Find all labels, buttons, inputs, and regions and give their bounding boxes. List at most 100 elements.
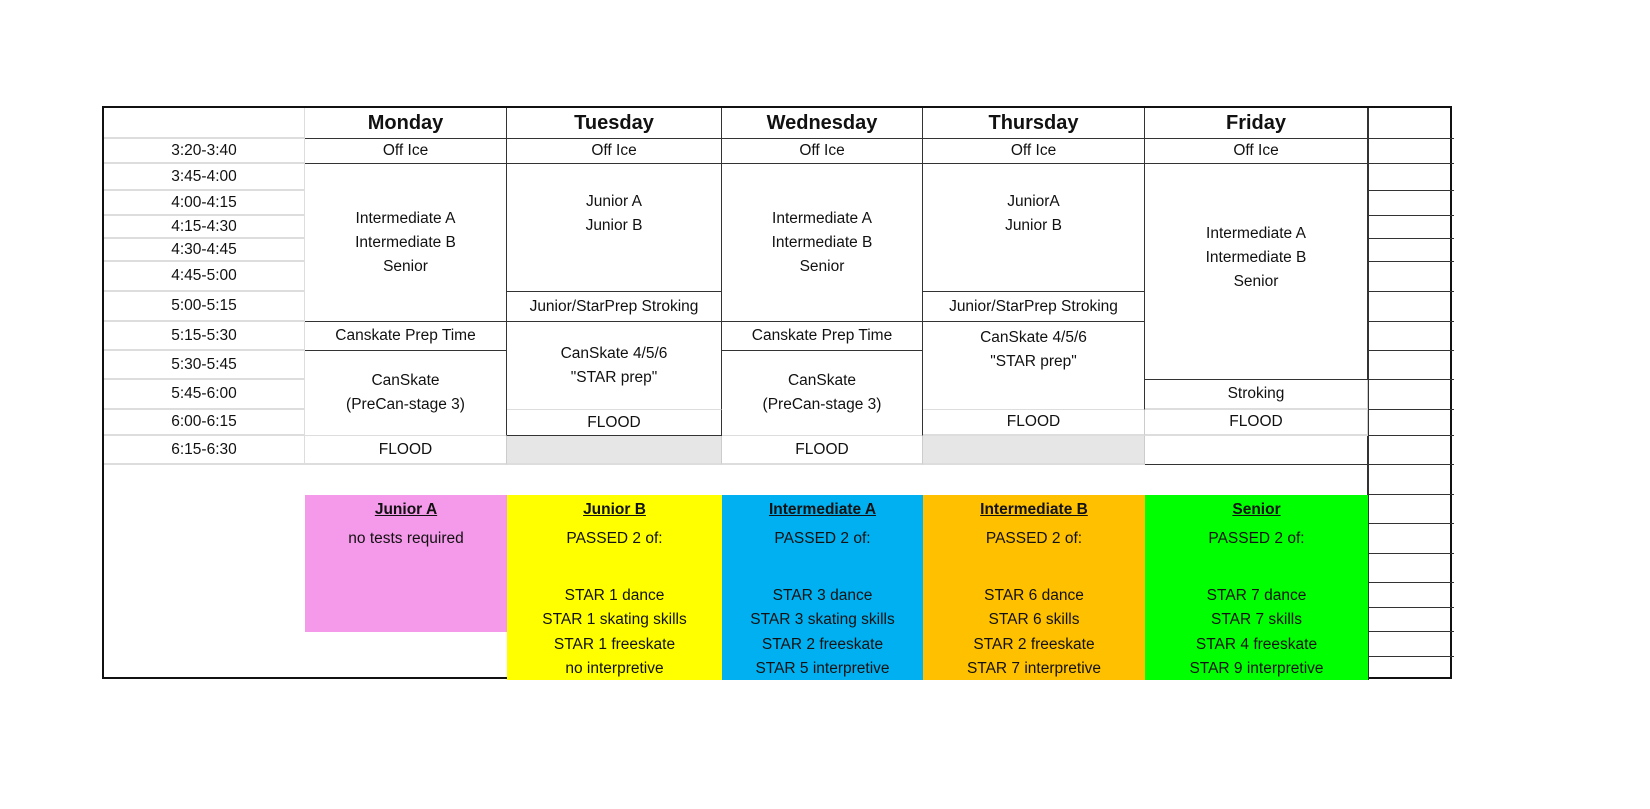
canskate-label: CanSkate xyxy=(787,372,857,389)
time-cell: 5:45-6:00 xyxy=(104,380,305,410)
extra-cell xyxy=(1368,465,1454,495)
wednesday-prep: Canskate Prep Time xyxy=(722,322,923,351)
legend-line: STAR 6 skills xyxy=(988,611,1080,628)
legend-senior-block xyxy=(1145,495,1368,680)
group-label: Intermediate B xyxy=(355,233,456,251)
legend-junior-a-block xyxy=(305,495,507,632)
legend-line: STAR 3 dance xyxy=(772,586,873,604)
monday-prep: Canskate Prep Time xyxy=(305,322,507,351)
friday-blank-cell xyxy=(1145,465,1368,495)
time-cell: 6:15-6:30 xyxy=(104,436,305,465)
group-label: Senior xyxy=(1233,273,1279,290)
group-label: Intermediate A xyxy=(355,209,456,227)
group-label: Intermediate B xyxy=(771,233,873,251)
time-cell: 5:15-5:30 xyxy=(104,322,305,351)
legend-line: STAR 9 interpretive xyxy=(1189,659,1324,677)
extra-cell xyxy=(1368,657,1454,680)
thursday-canskate: CanSkate 4/5/6 "STAR prep" xyxy=(923,322,1145,410)
extra-cell xyxy=(1368,410,1454,436)
legend-line: no interpretive xyxy=(565,659,664,677)
corner-cell xyxy=(104,108,305,139)
group-label: Intermediate A xyxy=(772,209,872,227)
legend-line: STAR 5 interpretive xyxy=(755,659,890,677)
legend-line: STAR 7 interpretive xyxy=(966,659,1102,677)
time-cell: 6:00-6:15 xyxy=(104,410,305,436)
canskate-label: CanSkate 4/5/6 xyxy=(560,345,668,362)
legend-junior-b-block xyxy=(507,495,722,680)
legend-line: STAR 6 dance xyxy=(984,586,1084,604)
friday-empty-slot xyxy=(1145,436,1368,465)
time-cell: 5:30-5:45 xyxy=(104,351,305,380)
legend-line: no tests required xyxy=(348,530,464,547)
legend-line: STAR 4 freeskate xyxy=(1195,635,1318,653)
legend-line: PASSED 2 of: xyxy=(566,530,663,547)
monday-canskate: CanSkate (PreCan-stage 3) xyxy=(305,351,507,436)
group-label: JuniorA xyxy=(1007,193,1060,210)
schedule-grid: Monday Tuesday Wednesday Thursday Friday… xyxy=(102,106,1454,680)
tuesday-groups: Junior A Junior B xyxy=(507,164,722,292)
extra-cell xyxy=(1368,436,1454,465)
monday-off-ice: Off Ice xyxy=(305,139,507,164)
wednesday-off-ice: Off Ice xyxy=(722,139,923,164)
extra-cell xyxy=(1368,554,1454,583)
extra-cell xyxy=(1368,191,1454,216)
extra-cell xyxy=(1368,524,1454,554)
header-thursday: Thursday xyxy=(923,108,1145,139)
canskate-label: CanSkate 4/5/6 xyxy=(980,329,1087,346)
canskate-stage: (PreCan-stage 3) xyxy=(346,396,465,413)
thursday-groups: JuniorA Junior B xyxy=(923,164,1145,292)
wednesday-groups: Intermediate A Intermediate B Senior xyxy=(722,164,923,322)
legend-title: Junior A xyxy=(374,500,438,518)
canskate-stage: (PreCan-stage 3) xyxy=(762,396,882,413)
time-cell: 3:20-3:40 xyxy=(104,139,305,164)
extra-cell xyxy=(1368,216,1454,239)
legend-line: STAR 2 freeskate xyxy=(761,635,884,653)
time-cell: 4:30-4:45 xyxy=(104,239,305,262)
legend-line: STAR 2 freeskate xyxy=(973,635,1095,653)
thursday-off-ice: Off Ice xyxy=(923,139,1145,164)
canskate-star-prep: "STAR prep" xyxy=(570,369,658,386)
thursday-empty-slot xyxy=(923,436,1145,465)
time-cell: 3:45-4:00 xyxy=(104,164,305,191)
thursday-flood: FLOOD xyxy=(923,410,1145,436)
group-label: Senior xyxy=(383,257,428,275)
thursday-stroking: Junior/StarPrep Stroking xyxy=(923,292,1145,322)
extra-cell xyxy=(1368,262,1454,292)
group-label: Intermediate A xyxy=(1206,225,1306,242)
canskate-label: CanSkate xyxy=(371,372,440,389)
group-label: Intermediate B xyxy=(1205,249,1307,266)
legend-title: Senior xyxy=(1232,500,1281,518)
extra-cell xyxy=(1368,380,1454,410)
tuesday-off-ice: Off Ice xyxy=(507,139,722,164)
legend-line: STAR 1 freeskate xyxy=(553,635,676,653)
wednesday-flood: FLOOD xyxy=(722,436,923,465)
friday-off-ice: Off Ice xyxy=(1145,139,1368,164)
header-monday: Monday xyxy=(305,108,507,139)
legend-intermediate-b-block xyxy=(923,495,1145,680)
extra-cell xyxy=(1368,164,1454,191)
group-label: Junior B xyxy=(585,217,643,234)
legend-line: STAR 1 skating skills xyxy=(542,611,687,628)
friday-groups: Intermediate A Intermediate B Senior xyxy=(1145,164,1368,380)
tuesday-empty-slot xyxy=(507,436,722,465)
friday-flood: FLOOD xyxy=(1145,410,1368,436)
extra-cell xyxy=(1368,632,1454,657)
extra-cell xyxy=(1368,495,1454,524)
header-wednesday: Wednesday xyxy=(722,108,923,139)
legend-line: STAR 3 skating skills xyxy=(750,611,895,628)
legend-line: PASSED 2 of: xyxy=(774,530,871,547)
legend-intermediate-a-block xyxy=(722,495,923,680)
time-cell: 4:15-4:30 xyxy=(104,216,305,239)
legend-title: Intermediate A xyxy=(768,500,877,518)
header-tuesday: Tuesday xyxy=(507,108,722,139)
monday-flood: FLOOD xyxy=(305,436,507,465)
group-label: Junior B xyxy=(1005,217,1062,234)
canskate-star-prep: "STAR prep" xyxy=(990,353,1077,370)
extra-cell xyxy=(1368,608,1454,632)
extra-cell xyxy=(1368,351,1454,380)
legend-line: PASSED 2 of: xyxy=(1208,530,1305,547)
legend-title: Junior B xyxy=(583,500,646,518)
time-cell: 4:00-4:15 xyxy=(104,191,305,216)
monday-groups: Intermediate A Intermediate B Senior xyxy=(305,164,507,322)
